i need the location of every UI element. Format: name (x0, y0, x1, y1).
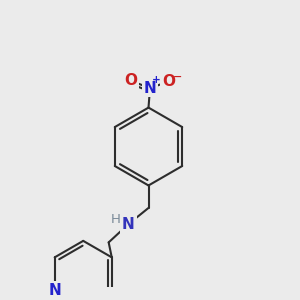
Text: O: O (162, 74, 175, 89)
Text: N: N (144, 81, 156, 96)
Text: H: H (111, 212, 121, 226)
Text: +: + (152, 75, 161, 85)
Text: O: O (124, 73, 137, 88)
Text: N: N (48, 283, 61, 298)
Text: N: N (122, 217, 134, 232)
Text: −: − (173, 72, 182, 82)
